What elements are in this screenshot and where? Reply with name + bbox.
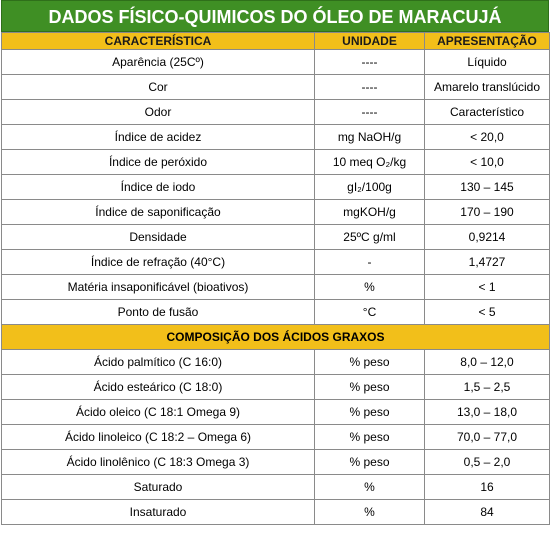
- cell-characteristic: Aparência (25Cº): [1, 49, 315, 75]
- cell-unit: % peso: [314, 424, 425, 450]
- cell-characteristic: Ácido esteárico (C 18:0): [1, 374, 315, 400]
- cell-presentation: Amarelo translúcido: [424, 74, 550, 100]
- cell-presentation: 0,5 – 2,0: [424, 449, 550, 475]
- table-row: Insaturado% 84: [1, 499, 550, 525]
- cell-unit: 25ºC g/ml: [314, 224, 425, 250]
- cell-presentation: 13,0 – 18,0: [424, 399, 550, 425]
- cell-unit: ----: [314, 99, 425, 125]
- cell-presentation: 16: [424, 474, 550, 500]
- cell-characteristic: Saturado: [1, 474, 315, 500]
- cell-characteristic: Ácido palmítico (C 16:0): [1, 349, 315, 375]
- cell-presentation: Líquido: [424, 49, 550, 75]
- table-row: Ácido linoleico (C 18:2 – Omega 6)% peso…: [1, 424, 550, 450]
- cell-characteristic: Densidade: [1, 224, 315, 250]
- cell-characteristic: Ácido linolênico (C 18:3 Omega 3): [1, 449, 315, 475]
- header-row: CARACTERÍSTICA UNIDADE APRESENTAÇÃO: [1, 32, 550, 50]
- table-row: Índice de peróxido 10 meq O₂/kg < 10,0: [1, 149, 550, 175]
- properties-table: CARACTERÍSTICA UNIDADE APRESENTAÇÃO Apar…: [1, 32, 550, 525]
- cell-characteristic: Odor: [1, 99, 315, 125]
- cell-characteristic: Ácido linoleico (C 18:2 – Omega 6): [1, 424, 315, 450]
- cell-unit: ----: [314, 49, 425, 75]
- cell-presentation: 70,0 – 77,0: [424, 424, 550, 450]
- cell-presentation: < 10,0: [424, 149, 550, 175]
- cell-characteristic: Insaturado: [1, 499, 315, 525]
- table-row: Saturado% 16: [1, 474, 550, 500]
- table-row: Odor ---- Característico: [1, 99, 550, 125]
- properties-body: Aparência (25Cº) ---- Líquido Cor ---- Amarel…: [1, 49, 550, 325]
- cell-unit: % peso: [314, 449, 425, 475]
- table-row: Ácido linolênico (C 18:3 Omega 3)% peso 0…: [1, 449, 550, 475]
- table-row: Matéria insaponificável (bioativos)% < 1: [1, 274, 550, 300]
- cell-presentation: 130 – 145: [424, 174, 550, 200]
- cell-presentation: < 1: [424, 274, 550, 300]
- cell-unit: °C: [314, 299, 425, 325]
- cell-unit: % peso: [314, 374, 425, 400]
- cell-unit: mgKOH/g: [314, 199, 425, 225]
- cell-unit: gI₂/100g: [314, 174, 425, 200]
- cell-characteristic: Índice de refração (40°C): [1, 249, 315, 275]
- cell-characteristic: Matéria insaponificável (bioativos): [1, 274, 315, 300]
- section-row: COMPOSIÇÃO DOS ÁCIDOS GRAXOS: [1, 324, 550, 350]
- table-row: Índice de refração (40°C) -1,4727: [1, 249, 550, 275]
- cell-presentation: 170 – 190: [424, 199, 550, 225]
- cell-presentation: < 5: [424, 299, 550, 325]
- table-row: Aparência (25Cº) ---- Líquido: [1, 49, 550, 75]
- cell-unit: mg NaOH/g: [314, 124, 425, 150]
- cell-characteristic: Ponto de fusão: [1, 299, 315, 325]
- header-unit: UNIDADE: [314, 32, 425, 50]
- cell-characteristic: Índice de iodo: [1, 174, 315, 200]
- fatty-acids-body: Ácido palmítico (C 16:0)% peso 8,0 – 12,0…: [1, 349, 550, 525]
- table-row: Ácido oleico (C 18:1 Omega 9)% peso 13,0 …: [1, 399, 550, 425]
- cell-unit: ----: [314, 74, 425, 100]
- cell-unit: -: [314, 249, 425, 275]
- cell-characteristic: Índice de acidez: [1, 124, 315, 150]
- cell-unit: % peso: [314, 349, 425, 375]
- table-row: Ponto de fusão °C < 5: [1, 299, 550, 325]
- cell-presentation: 1,4727: [424, 249, 550, 275]
- header-presentation: APRESENTAÇÃO: [424, 32, 550, 50]
- table-row: Cor ---- Amarelo translúcido: [1, 74, 550, 100]
- header-characteristic: CARACTERÍSTICA: [1, 32, 315, 50]
- section-title: COMPOSIÇÃO DOS ÁCIDOS GRAXOS: [1, 324, 550, 350]
- cell-unit: % peso: [314, 399, 425, 425]
- table-row: Índice de acidez mg NaOH/g < 20,0: [1, 124, 550, 150]
- cell-presentation: < 20,0: [424, 124, 550, 150]
- cell-unit: %: [314, 274, 425, 300]
- cell-characteristic: Índice de peróxido: [1, 149, 315, 175]
- cell-unit: 10 meq O₂/kg: [314, 149, 425, 175]
- cell-characteristic: Ácido oleico (C 18:1 Omega 9): [1, 399, 315, 425]
- cell-characteristic: Índice de saponificação: [1, 199, 315, 225]
- cell-presentation: 0,9214: [424, 224, 550, 250]
- cell-presentation: 84: [424, 499, 550, 525]
- cell-unit: %: [314, 499, 425, 525]
- data-sheet: DADOS FÍSICO-QUIMICOS DO ÓLEO DE MARACUJ…: [1, 0, 550, 525]
- table-row: Ácido esteárico (C 18:0)% peso 1,5 – 2,5: [1, 374, 550, 400]
- cell-characteristic: Cor: [1, 74, 315, 100]
- table-row: Índice de saponificação mgKOH/g 170 – 190: [1, 199, 550, 225]
- table-row: Índice de iodo gI₂/100g 130 – 145: [1, 174, 550, 200]
- table-row: Densidade 25ºC g/ml 0,9214: [1, 224, 550, 250]
- page-title: DADOS FÍSICO-QUIMICOS DO ÓLEO DE MARACUJ…: [1, 0, 549, 32]
- cell-presentation: 8,0 – 12,0: [424, 349, 550, 375]
- cell-unit: %: [314, 474, 425, 500]
- cell-presentation: 1,5 – 2,5: [424, 374, 550, 400]
- table-row: Ácido palmítico (C 16:0)% peso 8,0 – 12,0: [1, 349, 550, 375]
- cell-presentation: Característico: [424, 99, 550, 125]
